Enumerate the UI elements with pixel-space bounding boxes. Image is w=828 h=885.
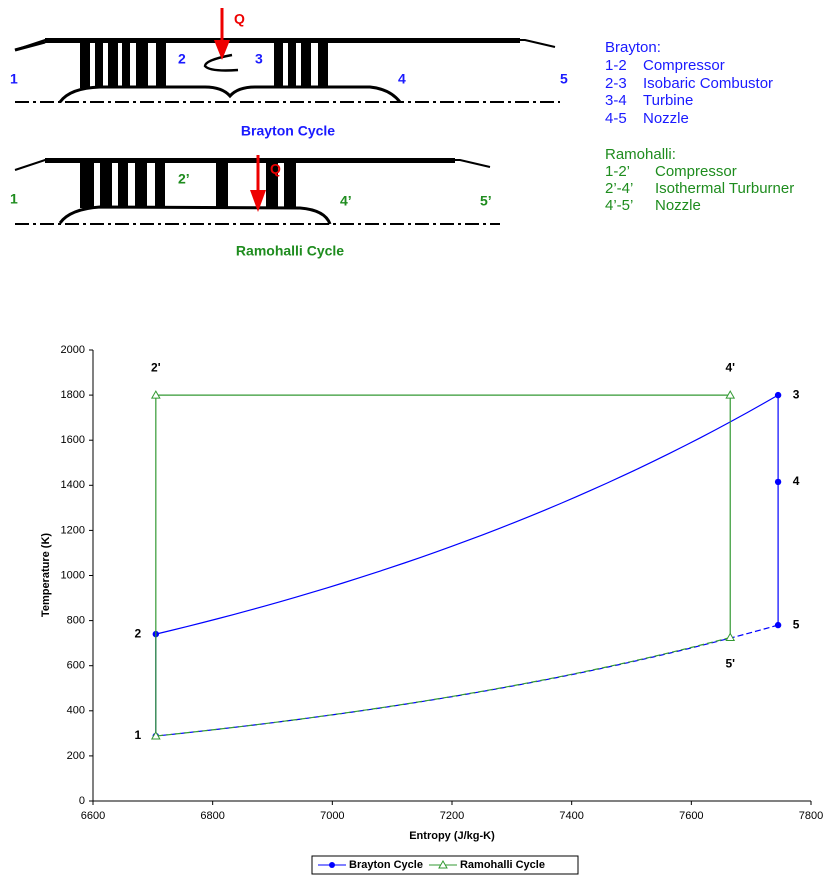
series-line bbox=[155, 394, 779, 635]
y-tick-label: 800 bbox=[67, 615, 85, 627]
station-label: 3 bbox=[255, 51, 263, 67]
y-tick-label: 1200 bbox=[61, 524, 85, 536]
legend-step: 4’-5’ bbox=[605, 197, 633, 214]
x-axis-title: Entropy (J/kg-K) bbox=[409, 830, 495, 842]
point-label: 2 bbox=[134, 626, 141, 640]
legend-label: Brayton Cycle bbox=[349, 859, 423, 871]
station-label: 2 bbox=[178, 51, 186, 67]
station-label: 5’ bbox=[480, 193, 492, 209]
y-tick-label: 1400 bbox=[61, 479, 85, 491]
marker bbox=[774, 478, 782, 486]
y-tick-label: 400 bbox=[67, 705, 85, 717]
legend-text: Compressor bbox=[643, 57, 725, 74]
point-label: 5' bbox=[725, 657, 735, 671]
x-tick-label: 7600 bbox=[679, 810, 703, 822]
legend-label: Ramohalli Cycle bbox=[460, 859, 545, 871]
q-label: Q bbox=[270, 161, 281, 177]
point-label: 5 bbox=[793, 617, 800, 631]
y-tick-label: 1000 bbox=[61, 569, 85, 581]
marker bbox=[725, 632, 736, 642]
legend-marker bbox=[438, 859, 448, 869]
legend-step: 2’-4’ bbox=[605, 180, 633, 197]
y-tick-label: 600 bbox=[67, 660, 85, 672]
x-tick-label: 7000 bbox=[320, 810, 344, 822]
legend-step: 4-5 bbox=[605, 110, 627, 127]
legend-text: Nozzle bbox=[643, 110, 689, 127]
legend-step: 3-4 bbox=[605, 92, 627, 109]
legend-step: 1-2 bbox=[605, 57, 627, 74]
series-line bbox=[155, 636, 731, 737]
legend-title: Ramohalli: bbox=[605, 146, 676, 163]
caption: Ramohalli Cycle bbox=[236, 243, 344, 259]
y-tick-label: 0 bbox=[79, 795, 85, 807]
y-tick-label: 1600 bbox=[61, 434, 85, 446]
x-tick-label: 7400 bbox=[559, 810, 583, 822]
legend-title: Brayton: bbox=[605, 39, 661, 56]
caption: Brayton Cycle bbox=[241, 123, 335, 139]
y-tick-label: 2000 bbox=[61, 344, 85, 356]
legend-marker bbox=[329, 862, 335, 868]
legend-text: Isobaric Combustor bbox=[643, 75, 773, 92]
y-tick-label: 200 bbox=[67, 750, 85, 762]
station-label: 1 bbox=[10, 71, 18, 87]
station-label: 2’ bbox=[178, 171, 190, 187]
station-label: 4 bbox=[398, 71, 406, 87]
point-label: 4' bbox=[725, 360, 735, 374]
brayton-engine bbox=[14, 8, 560, 103]
ramohalli-engine bbox=[14, 155, 500, 225]
marker bbox=[725, 390, 736, 399]
q-label: Q bbox=[234, 11, 245, 27]
y-tick-label: 1800 bbox=[61, 389, 85, 401]
marker bbox=[150, 390, 161, 399]
y-axis-title: Temperature (K) bbox=[40, 533, 52, 617]
point-label: 2' bbox=[151, 360, 161, 374]
marker bbox=[774, 391, 782, 399]
legend-step: 2-3 bbox=[605, 75, 627, 92]
station-label: 5 bbox=[560, 71, 568, 87]
station-label: 1 bbox=[10, 191, 18, 207]
legend-text: Compressor bbox=[655, 163, 737, 180]
point-label: 1 bbox=[134, 728, 141, 742]
marker bbox=[774, 621, 782, 629]
point-label: 4 bbox=[793, 474, 800, 488]
point-label: 3 bbox=[793, 387, 800, 401]
series-line bbox=[155, 624, 779, 737]
x-tick-label: 7200 bbox=[440, 810, 464, 822]
x-tick-label: 6600 bbox=[81, 810, 105, 822]
legend-text: Isothermal Turburner bbox=[655, 180, 794, 197]
legend-text: Nozzle bbox=[655, 197, 701, 214]
legend-step: 1-2’ bbox=[605, 163, 630, 180]
marker bbox=[150, 731, 161, 740]
station-label: 4’ bbox=[340, 193, 352, 209]
legend-text: Turbine bbox=[643, 92, 693, 109]
x-tick-label: 6800 bbox=[200, 810, 224, 822]
x-tick-label: 7800 bbox=[799, 810, 823, 822]
